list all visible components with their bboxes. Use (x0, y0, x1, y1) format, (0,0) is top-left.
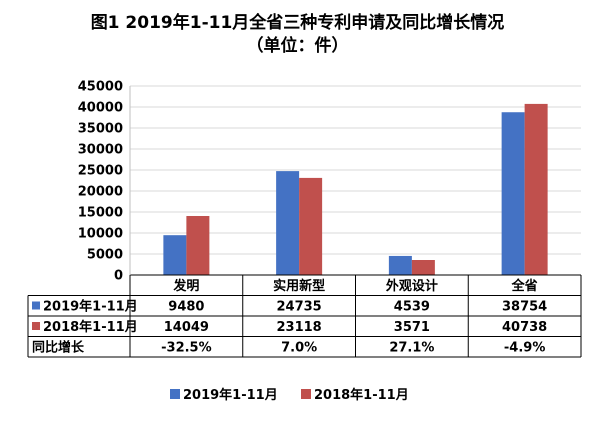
category-label: 全省 (511, 278, 538, 294)
table-cell: 23118 (277, 320, 322, 335)
bar-series1 (501, 112, 525, 275)
row-legend-swatch (32, 322, 40, 330)
category-label: 发明 (172, 278, 199, 294)
y-tick-label: 35000 (78, 122, 123, 137)
y-tick-label: 25000 (78, 164, 123, 179)
y-tick-label: 45000 (78, 80, 123, 95)
table-cell: 40738 (502, 320, 547, 335)
table-cell: 38754 (502, 300, 547, 315)
bar-series1 (276, 171, 300, 275)
category-label: 实用新型 (273, 278, 325, 294)
table-cell: 4539 (394, 300, 430, 315)
table-cell: 9480 (168, 300, 204, 315)
bar-series1 (163, 235, 187, 275)
row-label: 2019年1-11月 (43, 299, 138, 315)
table-cell: 3571 (394, 320, 430, 335)
table-cell: 27.1% (389, 341, 434, 356)
row-label: 2018年1-11月 (43, 319, 138, 335)
legend-label: 2019年1-11月 (183, 387, 278, 403)
table-cell: 7.0% (281, 341, 317, 356)
legend-label: 2018年1-11月 (314, 387, 409, 403)
y-tick-label: 30000 (78, 143, 123, 158)
chart-subtitle: （单位：件） (246, 36, 349, 56)
y-tick-label: 0 (114, 269, 123, 284)
bar-series2 (299, 177, 323, 275)
legend-swatch (301, 389, 311, 399)
y-tick-label: 40000 (78, 101, 123, 116)
bar-series1 (388, 255, 412, 275)
table-cell: -4.9% (504, 341, 545, 356)
y-tick-label: 15000 (78, 206, 123, 221)
legend-swatch (170, 389, 180, 399)
table-cell: 14049 (164, 320, 209, 335)
y-tick-label: 5000 (87, 248, 123, 263)
y-tick-label: 10000 (78, 227, 123, 242)
row-label: 同比增长 (32, 340, 85, 356)
category-label: 外观设计 (385, 278, 438, 294)
y-tick-label: 20000 (78, 185, 123, 200)
table-cell: -32.5% (161, 341, 212, 356)
bar-series2 (186, 215, 210, 275)
bar-series2 (524, 103, 548, 276)
row-legend-swatch (32, 301, 40, 310)
chart-title: 图1 2019年1-11月全省三种专利申请及同比增长情况 (90, 13, 505, 33)
table-cell: 24735 (277, 300, 322, 315)
bar-series2 (411, 260, 435, 275)
